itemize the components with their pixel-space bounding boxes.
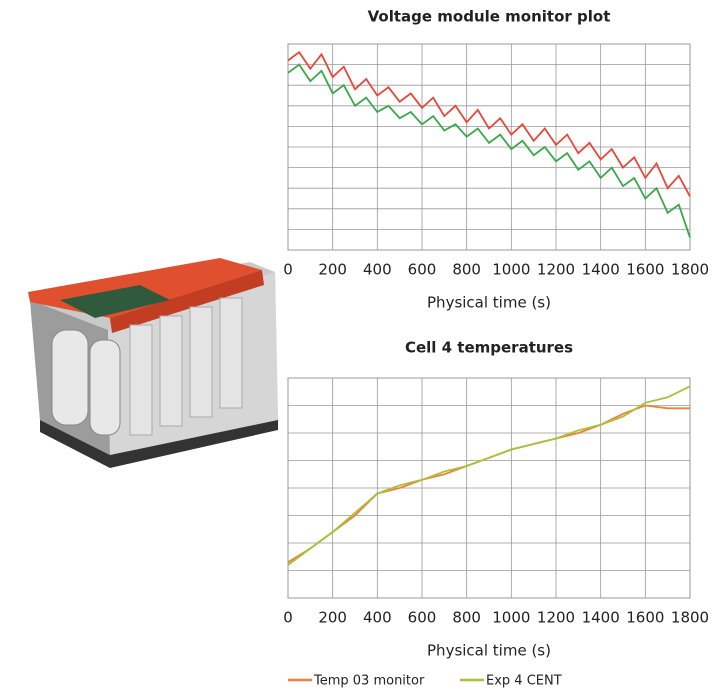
x-tick-label: 0: [283, 609, 293, 627]
x-tick-label: 0: [283, 261, 293, 279]
x-tick-label: 600: [408, 261, 437, 279]
battery-image: [28, 258, 278, 468]
x-tick-label: 800: [452, 261, 481, 279]
x-tick-label: 1800: [671, 609, 709, 627]
figure: Voltage module monitor plot 0 200 400 600 800…: [0, 0, 725, 691]
x-tick-label: 1600: [626, 261, 664, 279]
x-tick-label: 800: [452, 609, 481, 627]
x-tick-label: 400: [363, 261, 392, 279]
x-tick-label: 200: [318, 261, 347, 279]
x-tick-label: 1000: [492, 261, 530, 279]
x-axis-label: Physical time (s): [427, 642, 551, 660]
x-tick-label: 600: [408, 609, 437, 627]
x-tick-label: 1000: [492, 609, 530, 627]
x-axis-label: Physical time (s): [427, 294, 551, 312]
x-tick-label: 1600: [626, 609, 664, 627]
x-tick-label: 200: [318, 609, 347, 627]
chart-title: Cell 4 temperatures: [405, 339, 573, 357]
legend-label: Temp 03 monitor: [313, 674, 425, 689]
x-tick-label: 1400: [582, 261, 620, 279]
x-tick-label: 1800: [671, 261, 709, 279]
x-tick-label: 1200: [537, 261, 575, 279]
x-tick-label: 1400: [582, 609, 620, 627]
x-tick-label: 400: [363, 609, 392, 627]
x-tick-label: 1200: [537, 609, 575, 627]
chart-title: Voltage module monitor plot: [368, 8, 611, 26]
legend-label: Exp 4 CENT: [486, 674, 562, 689]
